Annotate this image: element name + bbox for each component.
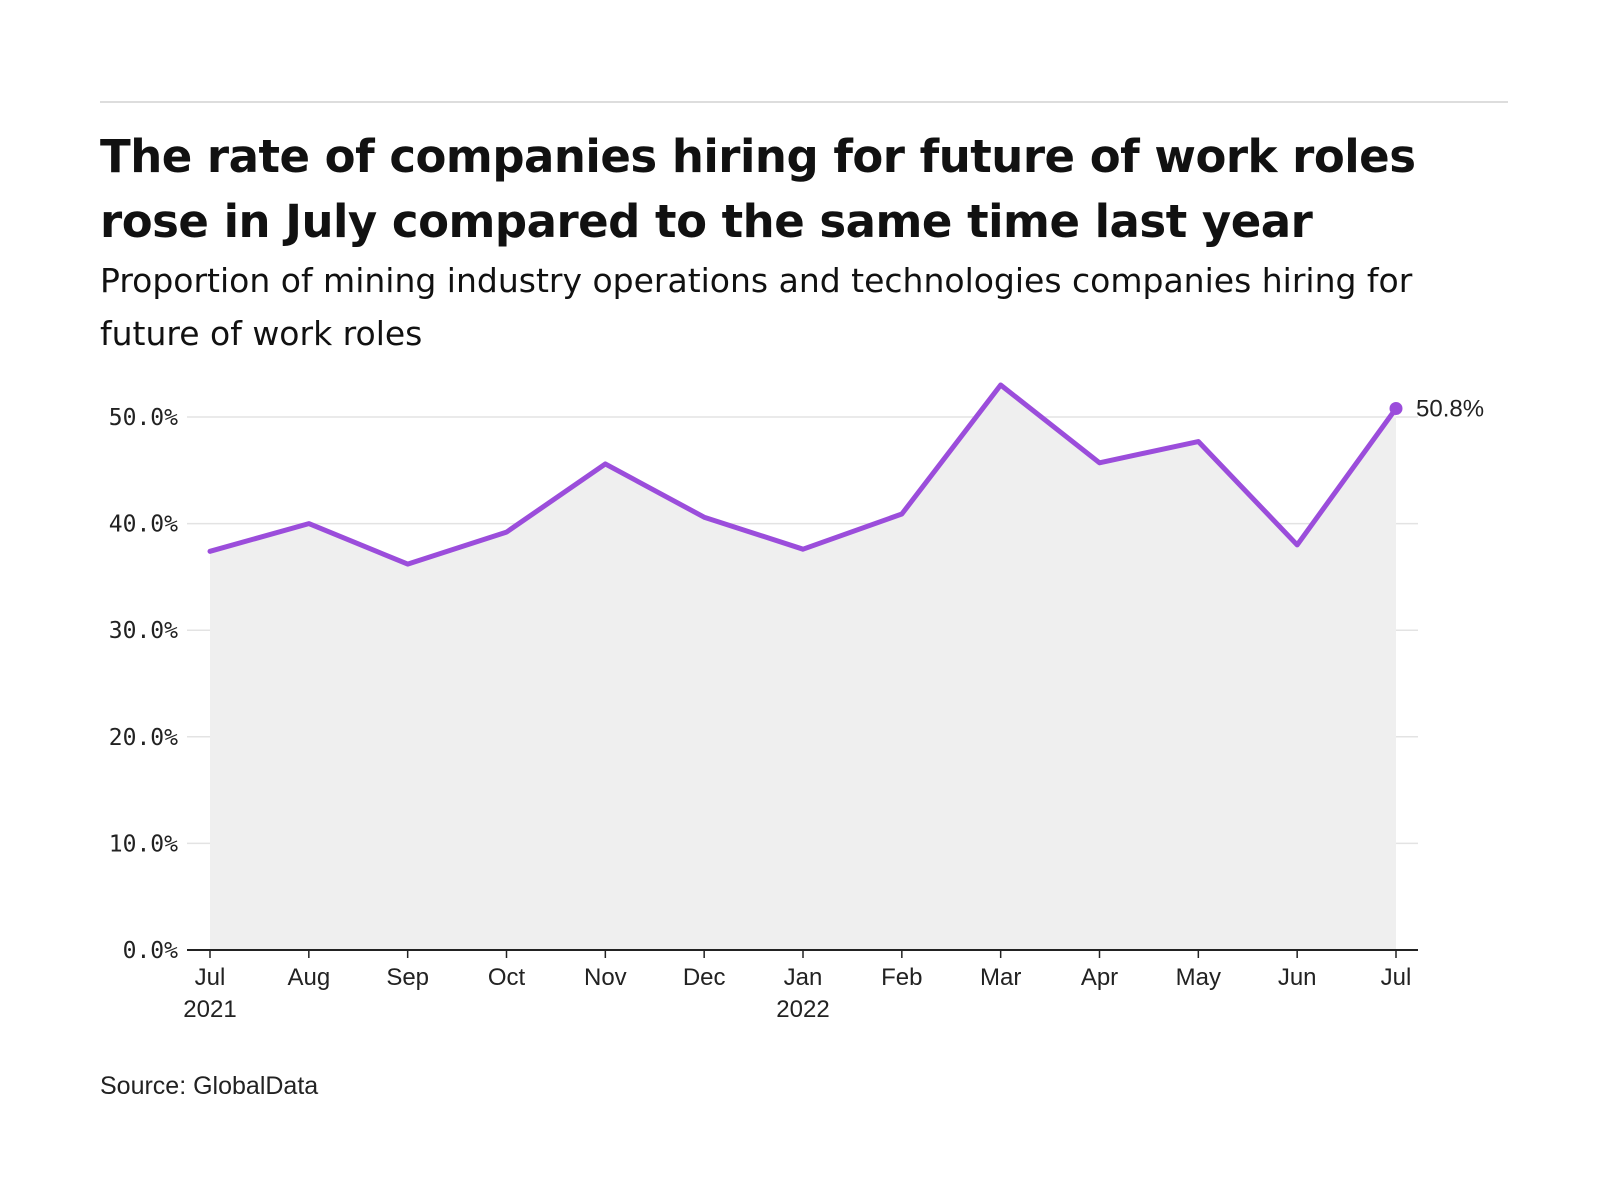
x-tick-label: Jan bbox=[784, 964, 823, 991]
x-tick-label: Feb bbox=[881, 964, 922, 991]
x-tick-label: Sep bbox=[386, 964, 429, 991]
chart-title: The rate of companies hiring for future … bbox=[100, 130, 1416, 248]
x-tick-label: Mar bbox=[980, 964, 1021, 991]
top-divider bbox=[100, 101, 1508, 103]
end-value-label: 50.8% bbox=[1416, 395, 1484, 422]
x-tick-label: Aug bbox=[287, 964, 330, 991]
x-tick-label: Oct bbox=[488, 964, 526, 991]
x-tick-label: Apr bbox=[1081, 964, 1118, 991]
last-data-point bbox=[1389, 401, 1403, 415]
y-tick-label: 40.0% bbox=[109, 512, 178, 538]
y-axis-ticks: 0.0% 10.0% 20.0% 30.0% 40.0% 50.0% bbox=[109, 405, 178, 964]
y-tick-label: 50.0% bbox=[109, 405, 178, 431]
x-tick-label: Nov bbox=[584, 964, 627, 991]
x-tick-label: Jun bbox=[1278, 964, 1317, 991]
series-line bbox=[207, 382, 1399, 567]
x-tick-label: Dec bbox=[683, 964, 726, 991]
y-tick-label: 30.0% bbox=[109, 618, 178, 644]
y-tick-label: 20.0% bbox=[109, 725, 178, 751]
data-points bbox=[1389, 401, 1403, 415]
x-tick-label: Jul bbox=[1381, 964, 1412, 991]
chart-subtitle: Proportion of mining industry operations… bbox=[100, 261, 1413, 353]
x-tick-label: May bbox=[1176, 964, 1221, 991]
x-axis-ticks: Jul 2021 Aug Sep Oct Nov Dec Jan 2022 Feb Mar Apr Ma… bbox=[183, 950, 1411, 1023]
x-year-label: 2022 bbox=[776, 996, 829, 1023]
y-tick-label: 10.0% bbox=[109, 831, 178, 857]
area-fill bbox=[210, 385, 1396, 950]
y-tick-label: 0.0% bbox=[123, 938, 179, 964]
x-tick-label: Jul bbox=[195, 964, 226, 991]
source-note: Source: GlobalData bbox=[100, 1072, 319, 1100]
x-year-label: 2021 bbox=[183, 996, 236, 1023]
